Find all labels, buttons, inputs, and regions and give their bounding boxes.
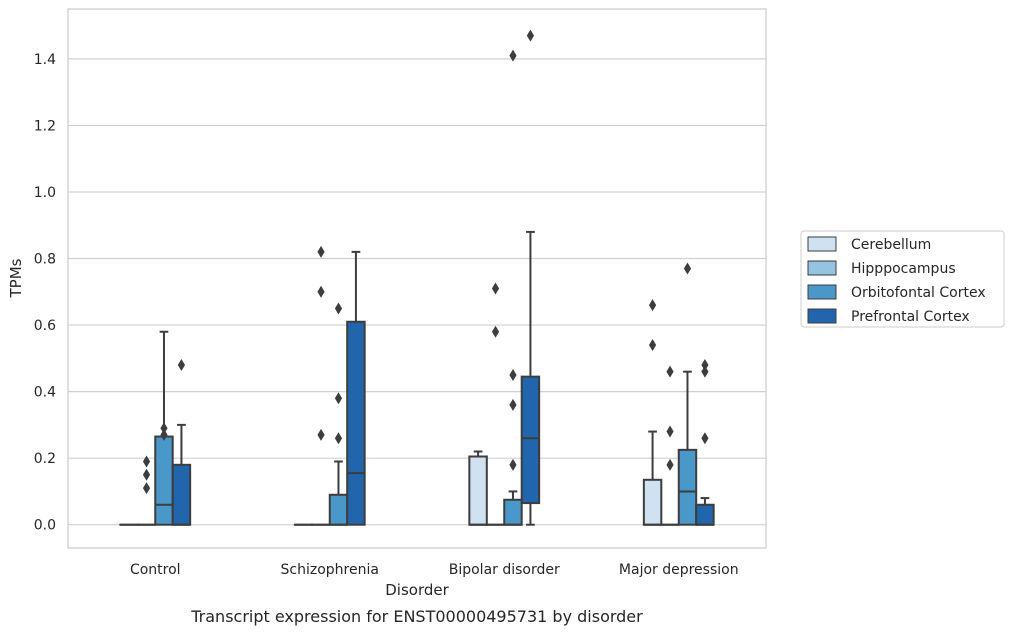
outlier-point [648, 299, 657, 312]
outlier-point [666, 365, 674, 378]
outlier-point [334, 392, 343, 405]
box [677, 262, 698, 526]
y-tick-label: 0.6 [34, 318, 56, 334]
box [136, 455, 157, 526]
boxes [119, 29, 715, 526]
legend-frame [800, 230, 1005, 328]
box [642, 299, 663, 526]
outlier-point [491, 325, 500, 338]
x-tick-label: Control [130, 562, 181, 578]
y-tick-label: 0.4 [34, 385, 56, 401]
legend-label: Hipppocampus [851, 261, 956, 277]
box-body [677, 448, 698, 526]
y-tick-label: 0.0 [34, 518, 56, 534]
box [503, 49, 523, 526]
x-tick-label: Bipolar disorder [449, 562, 560, 578]
box [171, 359, 192, 526]
outlier-point [334, 432, 343, 445]
legend-label: Prefrontal Cortex [851, 309, 970, 325]
box [154, 330, 174, 526]
legend-swatch [807, 260, 837, 276]
x-tick-label: Major depression [619, 562, 739, 578]
box [468, 450, 488, 526]
box-body [520, 375, 541, 505]
legend-swatch [807, 236, 837, 252]
x-tick-label: Schizophrenia [281, 562, 379, 578]
outlier-point [701, 365, 709, 378]
outlier-point [701, 432, 709, 445]
outlier-point [491, 282, 500, 295]
box-body [328, 493, 349, 526]
y-tick-label: 1.2 [34, 118, 56, 134]
plot-frame [67, 8, 767, 549]
outlier-point [142, 482, 151, 495]
outlier-point [142, 455, 151, 468]
outlier-point [317, 285, 325, 298]
y-tick-label: 1.4 [34, 52, 56, 68]
legend-swatch [807, 284, 837, 300]
legend-label: Cerebellum [851, 237, 931, 253]
box [328, 302, 349, 526]
outlier-point [648, 339, 657, 352]
outlier-point [334, 302, 343, 315]
chart-caption: Transcript expression for ENST0000049573… [190, 607, 643, 626]
outlier-point [683, 262, 692, 275]
legend-swatch [807, 308, 837, 324]
y-tick-label: 0.8 [34, 252, 56, 268]
outlier-point [142, 468, 151, 481]
box-body [468, 455, 488, 526]
box [346, 250, 366, 526]
outlier-point [666, 458, 674, 471]
outlier-point [526, 29, 535, 42]
outlier-point [160, 428, 168, 441]
outlier-point [701, 359, 709, 372]
y-tick-label: 0.2 [34, 451, 56, 467]
outlier-point [509, 49, 517, 62]
outlier-point [509, 398, 517, 411]
box [520, 29, 541, 526]
box-body [503, 498, 523, 526]
x-axis-title: Disorder [385, 581, 449, 599]
outlier-point [177, 359, 186, 372]
legend: Cerebellum Hipppocampus Orbitofontal Corte… [800, 230, 1005, 328]
outlier-point [509, 368, 517, 381]
outlier-point [160, 422, 168, 435]
y-tick-label: 1.0 [34, 185, 56, 201]
box [695, 359, 715, 526]
outlier-point [317, 428, 325, 441]
box-body [642, 478, 663, 526]
box-body [171, 463, 192, 526]
box-body [154, 435, 174, 526]
outlier-point [317, 245, 325, 258]
y-axis-title: TPMs [7, 258, 25, 298]
outlier-point [666, 425, 674, 438]
box-body [346, 320, 366, 526]
legend-label: Orbitofontal Cortex [851, 285, 986, 301]
x-tick-labels: Control Schizophrenia Bipolar disorder Majo… [130, 562, 739, 578]
box-body [695, 503, 715, 526]
y-tick-labels: 0.0 0.2 0.4 0.6 0.8 1.0 1.2 1.4 [34, 52, 56, 534]
outlier-point [509, 458, 517, 471]
